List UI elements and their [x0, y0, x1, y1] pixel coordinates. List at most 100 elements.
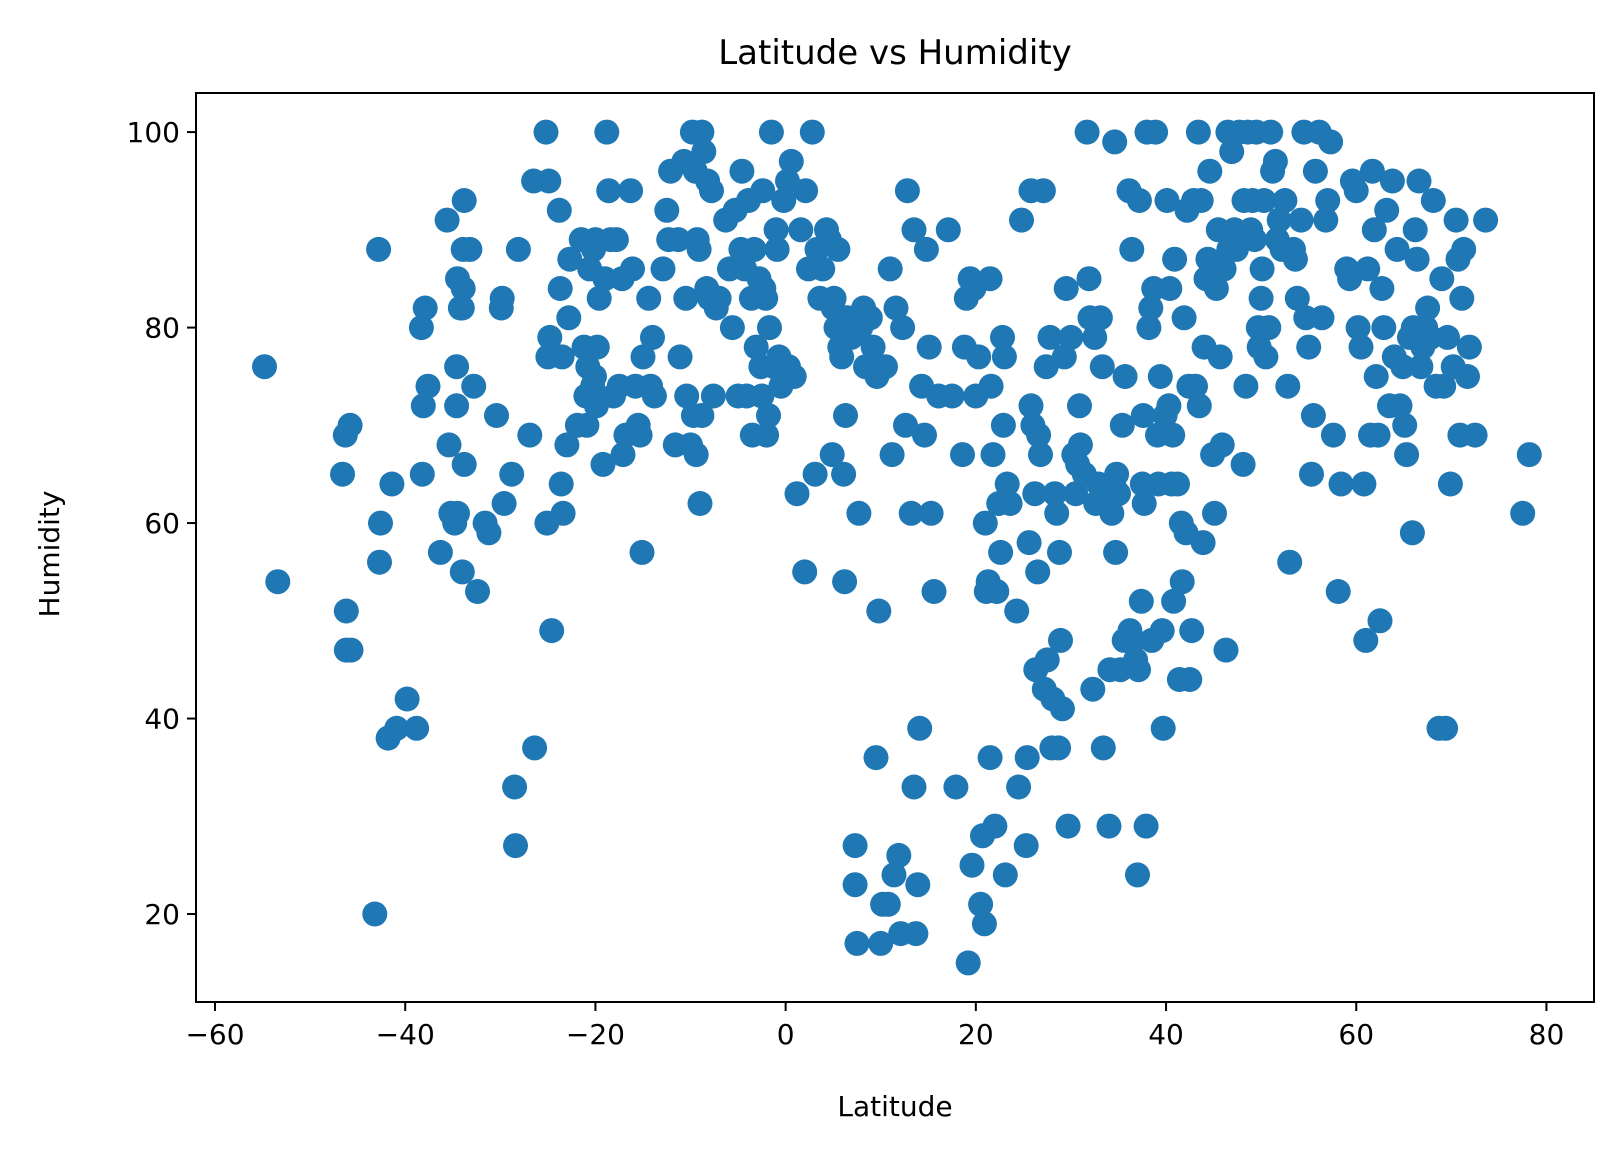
- data-point: [754, 422, 780, 448]
- data-point: [1055, 813, 1081, 839]
- data-point: [627, 422, 653, 448]
- data-point: [757, 315, 782, 341]
- data-point: [1262, 148, 1288, 174]
- data-points: [252, 119, 1542, 976]
- data-point: [792, 559, 818, 585]
- x-tick-label: 40: [1148, 1018, 1184, 1051]
- data-point: [916, 334, 942, 360]
- data-point: [1149, 618, 1175, 644]
- x-axis-ticks: −60 −40 −20 0 20 40 60 80: [185, 1002, 1564, 1051]
- data-point: [379, 471, 405, 497]
- data-point: [444, 393, 470, 419]
- data-point: [903, 921, 929, 947]
- data-point: [829, 344, 855, 370]
- data-point: [1102, 129, 1128, 155]
- data-point: [337, 412, 363, 438]
- data-point: [362, 901, 388, 927]
- data-point: [1415, 295, 1441, 321]
- data-point: [1249, 256, 1275, 282]
- data-point: [1449, 285, 1475, 311]
- data-point: [590, 451, 616, 477]
- data-point: [1219, 139, 1245, 165]
- data-point: [819, 442, 845, 468]
- data-point: [1037, 324, 1063, 350]
- data-point: [943, 774, 969, 800]
- x-tick-label: −60: [185, 1018, 244, 1051]
- data-point: [1009, 207, 1034, 233]
- data-point: [368, 510, 393, 536]
- data-point: [863, 745, 889, 771]
- y-tick-label: 60: [144, 507, 180, 540]
- data-point: [743, 334, 769, 360]
- data-point: [1230, 451, 1256, 477]
- data-point: [338, 637, 364, 663]
- data-point: [505, 236, 531, 262]
- data-point: [1048, 627, 1073, 653]
- data-point: [476, 520, 502, 546]
- data-point: [879, 442, 905, 468]
- data-point: [522, 735, 548, 761]
- data-point: [977, 266, 1003, 292]
- data-point: [618, 178, 644, 204]
- data-point: [857, 305, 883, 331]
- data-point: [893, 412, 918, 438]
- data-point: [1451, 236, 1477, 262]
- x-tick-label: 80: [1529, 1018, 1565, 1051]
- data-point: [1359, 158, 1385, 184]
- data-point: [810, 256, 836, 282]
- data-point: [1197, 158, 1223, 184]
- data-point: [921, 579, 947, 604]
- data-point: [901, 217, 927, 243]
- data-point: [489, 285, 515, 311]
- data-point: [408, 315, 434, 341]
- data-point: [1343, 178, 1369, 204]
- data-point: [1213, 637, 1239, 663]
- data-point: [1371, 315, 1397, 341]
- data-point: [1387, 393, 1413, 419]
- data-point: [749, 383, 775, 409]
- data-point: [901, 774, 927, 800]
- data-point: [844, 930, 870, 956]
- data-point: [1402, 217, 1428, 243]
- data-point: [1063, 481, 1089, 507]
- data-point: [1119, 236, 1145, 262]
- data-point: [913, 236, 939, 262]
- data-point: [610, 442, 636, 468]
- data-point: [537, 324, 563, 350]
- data-point: [1058, 324, 1084, 350]
- data-point: [691, 139, 717, 165]
- data-point: [825, 236, 851, 262]
- data-point: [1429, 266, 1455, 292]
- data-point: [793, 178, 819, 204]
- data-point: [667, 344, 693, 370]
- data-point: [1315, 188, 1341, 213]
- data-point: [977, 745, 1003, 771]
- data-point: [673, 285, 699, 311]
- data-point: [1325, 579, 1351, 604]
- data-point: [886, 842, 912, 868]
- data-point: [384, 715, 410, 741]
- data-point: [1369, 276, 1395, 301]
- data-point: [1125, 862, 1150, 888]
- data-point: [1121, 627, 1147, 653]
- data-point: [502, 774, 528, 800]
- data-point: [1209, 432, 1235, 458]
- data-point: [868, 930, 894, 956]
- data-point: [1473, 207, 1499, 233]
- data-point: [1348, 334, 1374, 360]
- data-point: [1089, 354, 1115, 380]
- data-point: [1320, 422, 1346, 448]
- data-point: [1179, 618, 1205, 644]
- data-point: [536, 168, 562, 194]
- data-point: [1053, 276, 1079, 301]
- x-tick-label: 60: [1338, 1018, 1374, 1051]
- data-point: [1456, 334, 1482, 360]
- data-point: [898, 500, 924, 526]
- data-point: [1203, 276, 1229, 301]
- data-point: [503, 833, 528, 859]
- data-point: [1394, 442, 1420, 468]
- data-point: [556, 305, 582, 331]
- data-point: [630, 344, 656, 370]
- data-point: [1516, 442, 1542, 468]
